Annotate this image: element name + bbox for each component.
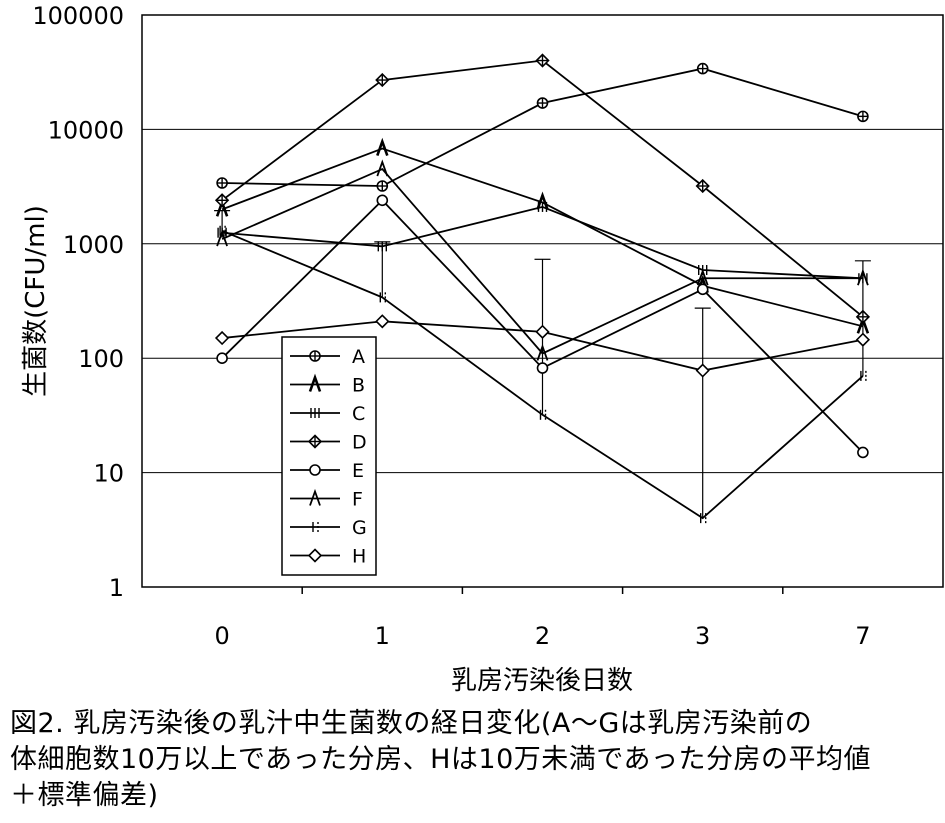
data-point (535, 53, 550, 68)
data-point (700, 513, 707, 524)
legend-item: B (290, 373, 365, 397)
data-point (216, 352, 228, 365)
data-point (219, 225, 226, 236)
legend-marker (312, 522, 319, 532)
data-point (695, 363, 710, 378)
plot-area-frame (141, 14, 944, 588)
legend-item: A (290, 346, 365, 368)
data-point (695, 178, 710, 194)
data-point (376, 194, 389, 207)
y-tick-label: 10000 (48, 116, 124, 144)
data-point (536, 343, 549, 361)
data-point (536, 362, 549, 374)
data-point (860, 370, 867, 381)
data-point (539, 409, 547, 420)
legend-item: D (290, 432, 367, 454)
data-point (857, 446, 869, 459)
y-tick-label: 100 (78, 345, 124, 373)
x-tick-label: 3 (695, 622, 710, 650)
legend-marker (309, 488, 321, 506)
data-point (857, 110, 869, 123)
legend-marker (310, 408, 320, 418)
y-tick-label: 1 (109, 574, 124, 602)
data-point (376, 159, 389, 177)
y-tick-label: 100000 (32, 2, 124, 30)
y-axis-label: 生菌数(CFU/ml) (21, 205, 51, 397)
legend-marker (308, 373, 322, 392)
data-point (696, 268, 709, 286)
data-point (855, 309, 871, 324)
legend-item: C (290, 403, 365, 425)
legend-label: C (352, 403, 365, 425)
data-point (216, 177, 228, 189)
legend-marker (307, 434, 323, 449)
caption-line-1: 図2. 乳房汚染後の乳汁中生菌数の経日変化(A～Gは乳房汚染前の (10, 708, 813, 739)
data-point (537, 201, 548, 212)
data-point (696, 283, 709, 296)
data-point (535, 324, 550, 339)
data-point (377, 241, 387, 252)
data-point (214, 330, 230, 346)
legend-marker (309, 464, 321, 476)
series-D (214, 53, 871, 324)
x-axis-label: 乳房汚染後日数 (451, 666, 633, 696)
legend-item: H (290, 546, 366, 568)
legend-label: B (352, 375, 365, 397)
data-point (855, 332, 871, 347)
x-tick-label: 7 (855, 622, 870, 650)
x-tick-label: 0 (214, 622, 229, 650)
data-point (375, 314, 390, 329)
figure-caption: 図2. 乳房汚染後の乳汁中生菌数の経日変化(A～Gは乳房汚染前の 体細胞数10万… (10, 706, 940, 814)
legend-box (281, 336, 377, 576)
y-tick-label: 10 (93, 460, 124, 488)
caption-line-2: 体細胞数10万以上であった分房、Hは10万未満であった分房の平均値 (10, 744, 871, 775)
series-A (216, 62, 869, 192)
legend-label: F (352, 489, 363, 511)
series-E (216, 194, 869, 459)
legend-label: G (352, 517, 367, 539)
data-point (379, 292, 386, 303)
legend-label: A (352, 346, 365, 368)
series-F (216, 159, 869, 361)
x-tick-label: 1 (375, 622, 390, 650)
legend-item: E (290, 460, 364, 482)
data-point (375, 72, 390, 88)
data-point (214, 193, 230, 208)
legend-label: D (352, 432, 367, 454)
data-point (376, 180, 389, 192)
series-G (219, 225, 867, 524)
data-point (376, 137, 389, 156)
x-tick-labels: 0 1 2 3 7 (214, 587, 871, 650)
legend-label: E (352, 460, 364, 482)
series-H (214, 314, 871, 378)
grid-lines (142, 128, 943, 474)
legend-label: H (352, 546, 366, 568)
y-tick-label: 1000 (63, 231, 124, 259)
legend-item: F (290, 489, 363, 511)
legend-item: G (290, 517, 367, 539)
data-point (536, 97, 549, 109)
data-point (857, 268, 869, 286)
data-point (216, 229, 228, 247)
series-line (221, 229, 864, 520)
legend-marker (307, 548, 323, 563)
legend-marker (309, 350, 321, 362)
x-tick-label: 2 (535, 622, 550, 650)
y-tick-labels: 1 10 100 1000 10000 100000 (32, 2, 124, 602)
data-point (696, 62, 709, 75)
series-lines (214, 53, 871, 524)
series-line (221, 167, 863, 355)
caption-line-3: ＋標準偏差) (10, 780, 159, 811)
